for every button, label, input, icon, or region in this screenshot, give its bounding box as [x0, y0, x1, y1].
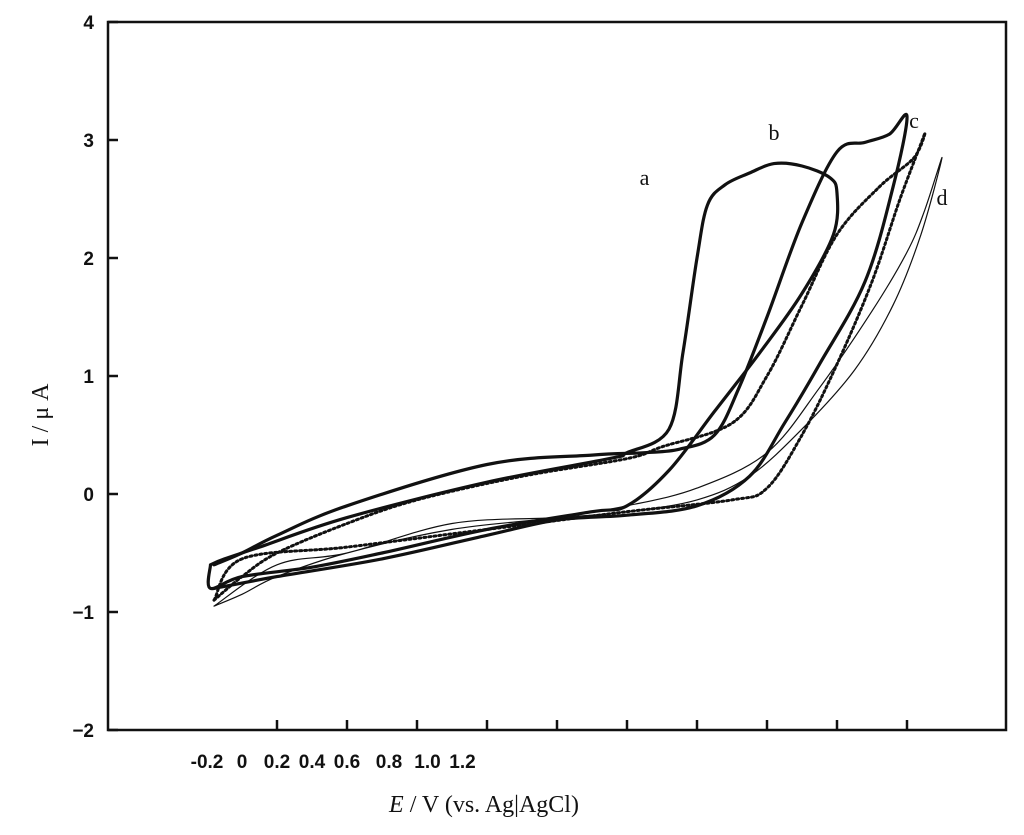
series-label-d: d: [937, 185, 948, 210]
x-tick-label: 0.2: [264, 752, 290, 773]
y-tick-label: 3: [83, 131, 94, 152]
x-tick-label: -0.2: [191, 752, 224, 773]
y-tick-label: −2: [72, 721, 94, 742]
curve-labels: a b c d: [640, 108, 948, 210]
series-line-c: [212, 131, 927, 602]
series-layer: [206, 112, 943, 607]
x-axis-ticks: -0.2 0 0.2 0.4 0.6 0.8 1.0 1.2: [191, 720, 909, 773]
y-axis-ticks: 4 3 2 1 0 −1 −2: [72, 13, 118, 742]
y-tick-label: 4: [83, 13, 94, 34]
x-tick-label: 0.4: [299, 752, 326, 773]
x-tick-label: 1.0: [414, 752, 440, 773]
y-tick-label: 2: [83, 249, 94, 270]
series-label-a: a: [640, 165, 650, 190]
plot-frame: [106, 20, 1008, 732]
y-tick-label: −1: [72, 603, 94, 624]
y-tick-label: 1: [83, 367, 94, 388]
x-axis-title-rest: / V (vs. Ag|AgCl): [404, 792, 579, 818]
series-label-c: c: [909, 108, 919, 133]
y-tick-label: 0: [83, 485, 94, 506]
x-tick-label: 0.6: [334, 752, 360, 773]
x-tick-label: 0: [237, 752, 248, 773]
y-axis-title: I / μ A: [28, 383, 54, 447]
x-axis-title-symbol: E: [388, 792, 404, 818]
series-label-b: b: [769, 120, 780, 145]
x-tick-label: 0.8: [376, 752, 402, 773]
x-tick-label: 1.2: [449, 752, 475, 773]
x-axis-title: E / V (vs. Ag|AgCl): [388, 792, 579, 818]
series-line-d: [213, 157, 943, 607]
